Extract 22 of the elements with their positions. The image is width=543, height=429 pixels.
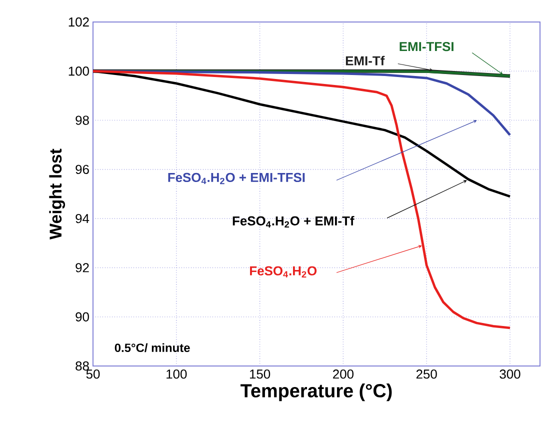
text: FeSO$_{4}$.H$_{2}$O + EMI-Tf	[232, 216, 354, 228]
y-tick-label: 94	[76, 214, 90, 224]
y-axis-title: Weight lost	[49, 148, 66, 240]
series-label: EMI-TFSI	[400, 42, 454, 52]
x-tick-label: 100	[166, 370, 187, 379]
x-tick-label: 200	[333, 370, 354, 379]
x-tick-label: 50	[86, 370, 100, 379]
y-tick-label: 92	[76, 263, 89, 272]
x-tick-label: 300	[500, 370, 520, 379]
legend-label: EMI-Tf	[346, 56, 385, 66]
x-tick-label: 250	[416, 370, 437, 379]
text: FeSO$_{4}$.H$_{2}$O	[250, 266, 317, 278]
y-tick-label: 88	[76, 361, 89, 371]
y-tick-label: 98	[76, 116, 89, 125]
text: FeSO$_{4}$.H$_{2}$O + EMI-TFSI	[168, 172, 305, 184]
y-tick-label: 90	[76, 312, 89, 322]
annotation: 0.5°C/ minute	[114, 343, 190, 352]
y-tick-label: 100	[68, 66, 89, 76]
x-axis-title: Temperature (°C)	[240, 384, 392, 402]
x-tick-label: 150	[250, 370, 270, 379]
y-tick-label: 96	[76, 164, 89, 174]
y-tick-label: 102	[68, 17, 89, 27]
